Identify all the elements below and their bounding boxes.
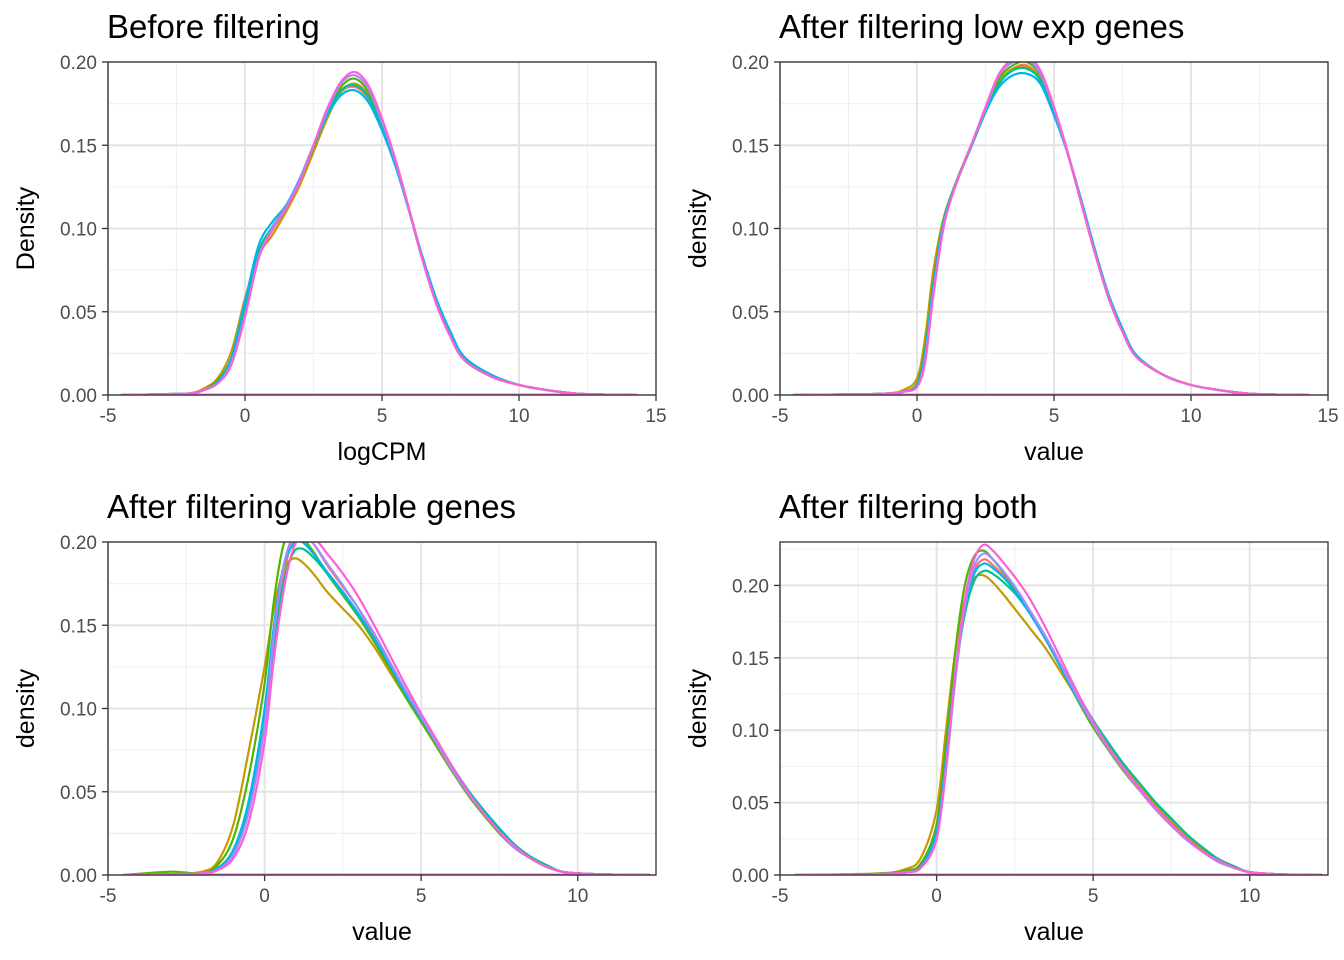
chart-title: After filtering low exp genes (779, 8, 1184, 45)
x-tick-label: -5 (100, 406, 117, 427)
y-tick-label: 0.20 (732, 53, 769, 74)
chart-title: After filtering variable genes (107, 488, 516, 525)
x-tick-label: 0 (240, 406, 251, 427)
x-tick-label: 0 (931, 886, 942, 907)
chart-after-filtering-variable: After filtering variable genes -5 0 5 10 0.00… (12, 488, 657, 946)
x-axis-label: value (1024, 438, 1084, 466)
panel-border (779, 541, 1329, 876)
x-tick-label: 10 (1180, 406, 1201, 427)
y-tick-label: 0.15 (60, 616, 97, 637)
x-tick-label: 5 (377, 406, 388, 427)
x-tick-label: -5 (100, 886, 117, 907)
y-tick-label: 0.20 (60, 533, 97, 554)
x-tick-label: 15 (1317, 406, 1338, 427)
x-tick-label: 5 (416, 886, 427, 907)
y-tick-label: 0.20 (732, 576, 769, 597)
series-group (122, 542, 651, 875)
y-tick-label: 0.05 (732, 303, 769, 324)
series-line-s7 (792, 62, 1310, 395)
y-tick-label: 0.05 (60, 783, 97, 804)
y-axis-label: density (12, 668, 40, 748)
x-tick-label: -5 (772, 886, 789, 907)
series-line-s7 (122, 542, 651, 875)
y-tick-label: 0.05 (732, 794, 769, 815)
x-tick-label: 5 (1088, 886, 1099, 907)
series-group (792, 62, 1310, 395)
x-tick-label: 0 (912, 406, 923, 427)
x-axis-label: logCPM (338, 438, 427, 466)
chart-title: After filtering both (779, 488, 1038, 525)
series-group (120, 70, 638, 395)
chart-title: Before filtering (107, 8, 320, 45)
plot-background (780, 542, 1328, 875)
y-tick-label: 0.15 (732, 649, 769, 670)
y-tick-label: 0.20 (60, 53, 97, 74)
series-line-s7 (794, 543, 1323, 875)
chart-after-filtering-low-exp: After filtering low exp genes -5 0 5 10 15 0.0… (684, 8, 1339, 466)
panel-before-filtering: Before filtering -5 0 5 10 15 0.00 0.05 0.10 0.15… (0, 0, 672, 480)
y-tick-label: 0.00 (60, 866, 97, 887)
x-axis-label: value (352, 918, 412, 946)
x-tick-label: 10 (567, 886, 588, 907)
panel-after-filtering-both: After filtering both -5 0 5 10 0.00 0.05 0.10 0.… (672, 480, 1344, 960)
series-line-s7 (120, 70, 638, 395)
y-tick-label: 0.05 (60, 303, 97, 324)
y-tick-label: 0.10 (732, 721, 769, 742)
y-axis-label: Density (12, 186, 40, 270)
panel-after-filtering-variable: After filtering variable genes -5 0 5 10 0.00… (0, 480, 672, 960)
x-tick-label: -5 (772, 406, 789, 427)
y-tick-label: 0.15 (60, 136, 97, 157)
chart-before-filtering: Before filtering -5 0 5 10 15 0.00 0.05 0.10 0.15… (12, 8, 667, 466)
x-tick-label: 5 (1049, 406, 1060, 427)
y-axis-label: density (684, 668, 712, 748)
series-group (794, 543, 1323, 875)
x-tick-label: 10 (508, 406, 529, 427)
panel-after-filtering-low-exp: After filtering low exp genes -5 0 5 10 15 0.0… (672, 0, 1344, 480)
y-tick-label: 0.15 (732, 136, 769, 157)
x-axis-label: value (1024, 918, 1084, 946)
y-tick-label: 0.00 (60, 386, 97, 407)
x-tick-label: 15 (645, 406, 666, 427)
y-tick-label: 0.10 (60, 220, 97, 241)
y-tick-label: 0.10 (732, 220, 769, 241)
y-axis-label: density (684, 188, 712, 268)
y-tick-label: 0.10 (60, 700, 97, 721)
x-tick-label: 0 (259, 886, 270, 907)
y-tick-label: 0.00 (732, 386, 769, 407)
chart-after-filtering-both: After filtering both -5 0 5 10 0.00 0.05 0.10 0.… (684, 488, 1329, 946)
y-tick-label: 0.00 (732, 866, 769, 887)
x-tick-label: 10 (1239, 886, 1260, 907)
